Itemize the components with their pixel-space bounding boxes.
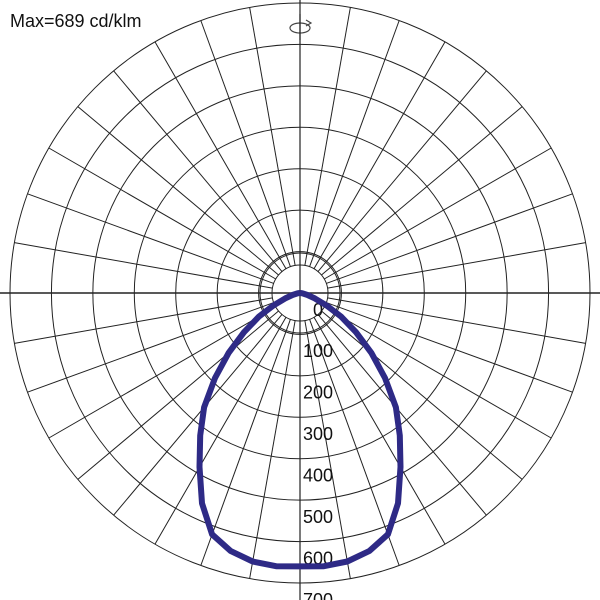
spoke xyxy=(200,20,291,267)
spoke xyxy=(327,297,586,344)
spoke xyxy=(326,302,573,393)
grid-ring xyxy=(216,209,384,377)
grid-ring xyxy=(92,85,508,501)
spoke xyxy=(113,70,283,272)
spoke xyxy=(323,147,552,280)
spoke xyxy=(313,41,446,270)
grid-ring xyxy=(50,43,550,543)
spoke xyxy=(14,297,273,344)
r-tick-label: 0 xyxy=(313,300,323,320)
spoke xyxy=(326,193,573,284)
grid-ring xyxy=(175,168,425,418)
spoke xyxy=(200,319,291,566)
spoke xyxy=(321,106,523,276)
r-tick-label: 300 xyxy=(303,424,333,444)
spoke xyxy=(309,20,400,267)
spoke xyxy=(77,106,279,276)
spoke xyxy=(249,7,296,266)
chart-title: Max=689 cd/klm xyxy=(10,11,142,31)
spoke xyxy=(327,242,586,289)
r-tick-label: 400 xyxy=(303,465,333,485)
spoke xyxy=(323,306,552,439)
r-tick-label: 500 xyxy=(303,507,333,527)
grid-ring xyxy=(9,2,591,584)
intensity-curve xyxy=(196,290,404,570)
spoke xyxy=(27,302,274,393)
spoke xyxy=(317,70,487,272)
spoke xyxy=(304,7,351,266)
spoke xyxy=(113,314,283,516)
spoke xyxy=(77,310,279,480)
spoke xyxy=(154,316,287,545)
spoke xyxy=(14,242,273,289)
r-tick-label: 700 xyxy=(303,590,333,600)
spoke xyxy=(48,147,277,280)
spoke xyxy=(321,310,523,480)
spoke xyxy=(27,193,274,284)
spoke xyxy=(304,320,351,579)
r-tick-label: 100 xyxy=(303,341,333,361)
spoke xyxy=(309,319,400,566)
grid-ring xyxy=(258,251,342,335)
grid-ring xyxy=(133,126,467,460)
spoke xyxy=(154,41,287,270)
spoke xyxy=(317,314,487,516)
r-tick-label: 200 xyxy=(303,383,333,403)
spoke xyxy=(249,320,296,579)
spoke xyxy=(313,316,446,545)
spoke xyxy=(48,306,277,439)
